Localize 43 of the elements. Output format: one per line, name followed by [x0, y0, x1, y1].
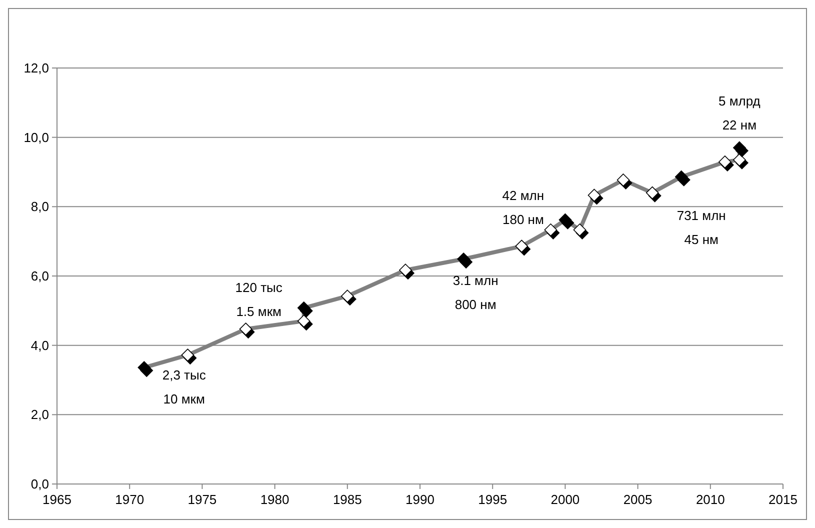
annotation: 120 тыс 1.5 мкм — [235, 280, 283, 319]
point — [558, 213, 572, 226]
x-tick-label: 2015 — [768, 492, 798, 507]
point — [457, 252, 470, 266]
y-tick-label: 0,0 — [30, 476, 49, 492]
x-tick-label: 1975 — [188, 492, 217, 507]
point — [544, 223, 558, 236]
x-tick-label: 1985 — [332, 492, 362, 507]
annotation: 731 млн 45 нм — [676, 208, 726, 247]
point — [733, 141, 746, 154]
x-tick-label: 1965 — [42, 492, 72, 507]
point — [588, 188, 601, 202]
y-tick-label: 2,0 — [30, 407, 49, 422]
x-tick-label: 1970 — [115, 492, 144, 507]
point — [733, 153, 746, 166]
point — [341, 290, 354, 303]
x-tick-label: 2005 — [623, 492, 652, 507]
point — [573, 223, 586, 236]
point — [616, 174, 630, 186]
point — [674, 170, 688, 184]
x-tick-label: 2000 — [550, 492, 580, 507]
annotation: 2,3 тыс 10 мкм — [162, 368, 206, 407]
y-tick-label: 12,0 — [24, 60, 49, 76]
point — [239, 322, 252, 336]
point — [297, 301, 310, 314]
y-tick-label: 10,0 — [24, 130, 49, 145]
point — [646, 186, 659, 200]
x-tick-label: 1995 — [478, 492, 508, 507]
annotation: 42 млн 180 нм — [502, 188, 544, 227]
x-tick-label: 1990 — [406, 492, 434, 507]
x-tick-label: 1980 — [260, 492, 290, 507]
y-tick-label: 8,0 — [30, 199, 49, 214]
y-tick-label: 4,0 — [30, 338, 49, 353]
point — [297, 314, 310, 328]
annotation: 3.1 млн 800 нм — [452, 273, 498, 312]
point — [515, 240, 528, 253]
x-tick-label: 2010 — [696, 492, 725, 507]
y-tick-label: 6,0 — [30, 268, 49, 284]
point — [181, 348, 194, 362]
annotation: 5 млрд 22 нм — [718, 94, 761, 133]
point — [399, 264, 412, 277]
point — [138, 361, 151, 374]
point — [718, 156, 732, 168]
